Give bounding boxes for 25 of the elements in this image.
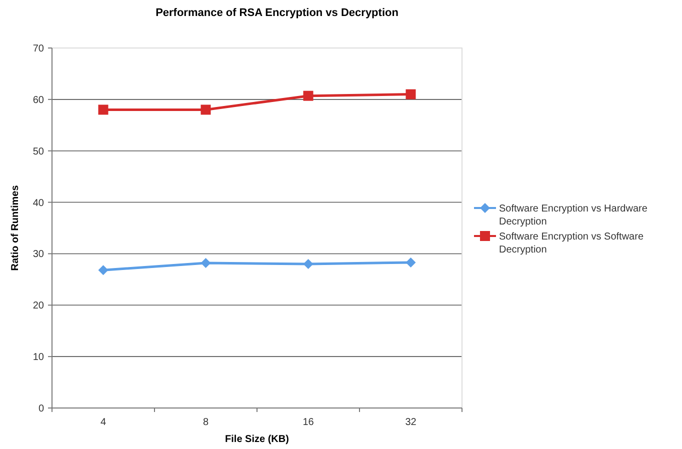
y-tick-label: 50 xyxy=(32,146,44,158)
x-tick-label: 8 xyxy=(202,417,209,428)
y-axis-title: Ratio of Runtimes xyxy=(10,184,21,271)
point xyxy=(303,90,314,101)
point xyxy=(98,104,108,115)
y-tick-label: 0 xyxy=(38,404,44,414)
point xyxy=(303,259,314,269)
x-tick-label: 32 xyxy=(405,417,417,428)
chart-title: Performance of RSA Encryption vs Decryption xyxy=(156,7,399,19)
x-tick-label: 16 xyxy=(302,417,314,428)
legend-label: Software Encryption vs Hardware Decryption xyxy=(499,204,648,228)
point xyxy=(98,265,108,276)
y-tick-label: 40 xyxy=(32,198,44,209)
point xyxy=(200,104,211,115)
y-tick-label: 20 xyxy=(32,300,44,312)
y-tick-label: 70 xyxy=(32,44,44,54)
point xyxy=(406,89,416,100)
y-tick-label: 10 xyxy=(32,352,44,364)
y-tick-label: 30 xyxy=(32,249,44,260)
y-tick-label: 60 xyxy=(32,94,44,106)
point xyxy=(406,257,416,268)
x-axis-title: File Size (KB) xyxy=(225,434,289,445)
legend-label: Software Encryption vs Software Decryption xyxy=(499,232,644,256)
point xyxy=(200,258,211,268)
x-tick-label: 4 xyxy=(100,417,106,428)
